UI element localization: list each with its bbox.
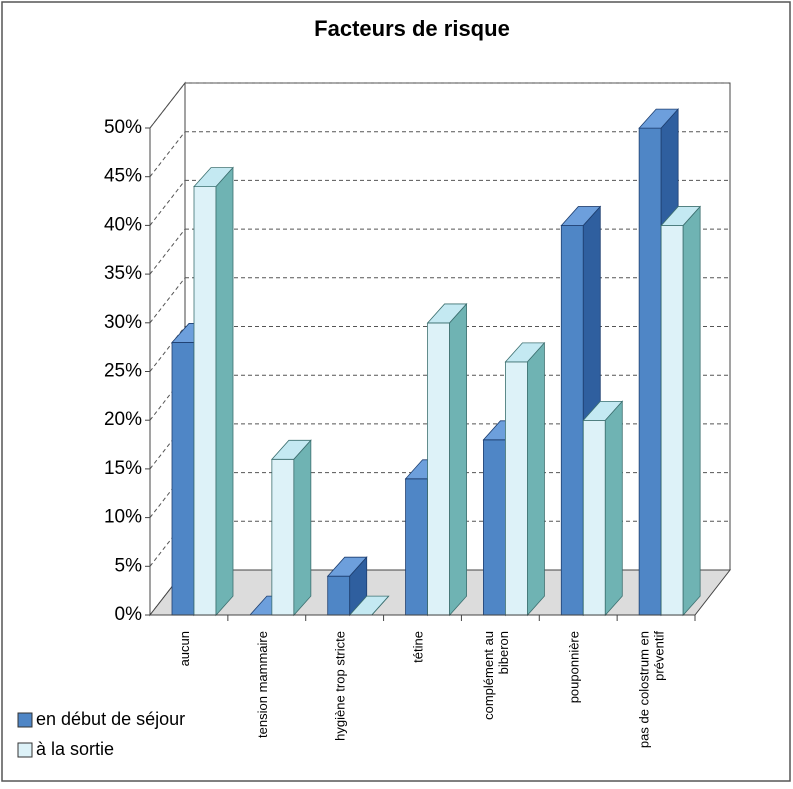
legend-swatch: [17, 742, 33, 758]
y-tick-label: 0%: [115, 604, 143, 625]
y-tick-label: 35%: [104, 263, 142, 284]
y-tick-label: 25%: [104, 361, 142, 382]
legend-label: en début de séjour: [36, 709, 185, 729]
grid-line: [149, 228, 186, 275]
bar-side: [527, 341, 545, 617]
x-tick-label: pas de colostrum enpréventif: [637, 631, 667, 748]
grid-line: [149, 82, 186, 129]
x-tick-label: aucun: [177, 631, 192, 666]
chart-title: Facteurs de risque: [314, 16, 510, 41]
x-tick-label: complément aubiberon: [481, 631, 511, 720]
bar: [427, 322, 450, 616]
x-tick-label: tension mammaire: [255, 631, 270, 738]
bar: [483, 439, 506, 616]
bar: [171, 342, 195, 616]
grid-line: [149, 423, 186, 470]
grid-line: [149, 180, 186, 226]
x-tick-label: pouponnière: [567, 631, 582, 703]
bar: [327, 575, 351, 616]
y-tick-label: 10%: [104, 507, 142, 528]
bar: [638, 127, 662, 616]
grid-line: [149, 472, 186, 518]
bar-side: [293, 439, 312, 617]
y-tick-label: 15%: [104, 458, 142, 479]
grid-line: [149, 520, 186, 567]
y-tick-label: 30%: [104, 312, 142, 333]
x-tick-label: tétine: [411, 631, 426, 663]
grid-line: [149, 131, 186, 178]
grid-line: [149, 326, 186, 372]
bar: [582, 419, 606, 616]
y-tick-label: 20%: [104, 409, 142, 430]
legend-swatch: [17, 712, 33, 728]
bar: [405, 478, 428, 616]
bar: [193, 186, 217, 616]
grid-line: [149, 374, 186, 421]
grid-line: [149, 277, 186, 324]
bar: [660, 225, 684, 616]
bar: [271, 458, 295, 616]
y-tick-label: 40%: [104, 214, 142, 235]
x-tick-label: hygiène trop stricte: [333, 631, 348, 741]
bar-side: [604, 400, 623, 617]
y-tick-label: 5%: [115, 555, 143, 576]
bar: [560, 225, 584, 616]
legend-label: à la sortie: [36, 739, 114, 759]
bar: [505, 361, 528, 616]
y-tick-label: 50%: [104, 117, 142, 138]
bar-side: [215, 166, 234, 617]
bar-side: [371, 595, 390, 616]
bar-side: [449, 302, 467, 617]
y-tick-label: 45%: [104, 166, 142, 187]
bar-side: [682, 205, 701, 617]
